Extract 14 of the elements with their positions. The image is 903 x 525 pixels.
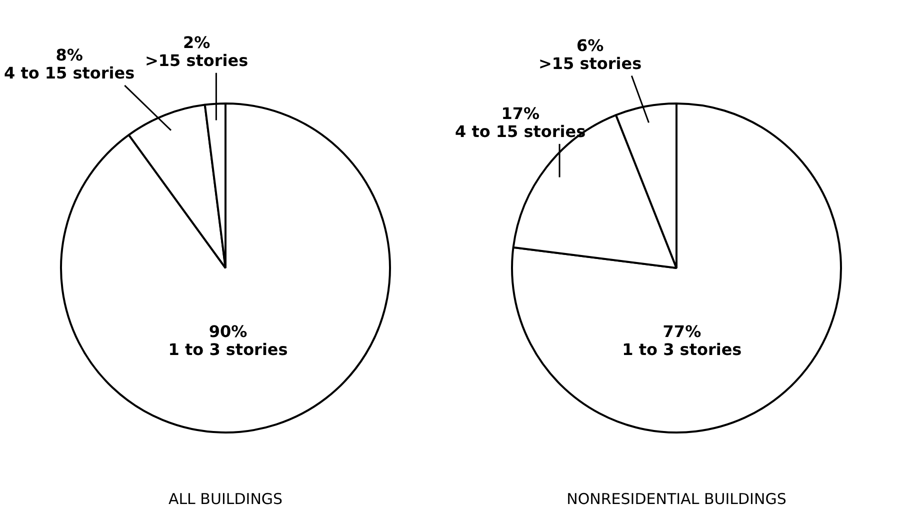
text: NONRESIDENTIAL BUILDINGS (566, 490, 786, 508)
data-label: 77% (662, 322, 702, 342)
slice-label: 1 to 3 stories (168, 340, 288, 360)
slice-label: 1 to 3 stories (622, 340, 742, 360)
data-label: 2% (182, 33, 210, 52)
slice-label: >15 stories (144, 51, 248, 70)
data-label: 6% (576, 36, 604, 55)
slice-label: 4 to 15 stories (454, 122, 586, 142)
data-label: 17% (501, 104, 540, 124)
data-label: 8% (56, 46, 83, 65)
text: ALL BUILDINGS (168, 490, 283, 508)
data-label: 90% (208, 322, 248, 342)
slice-label: 4 to 15 stories (4, 64, 135, 83)
slice-label: >15 stories (538, 54, 642, 73)
